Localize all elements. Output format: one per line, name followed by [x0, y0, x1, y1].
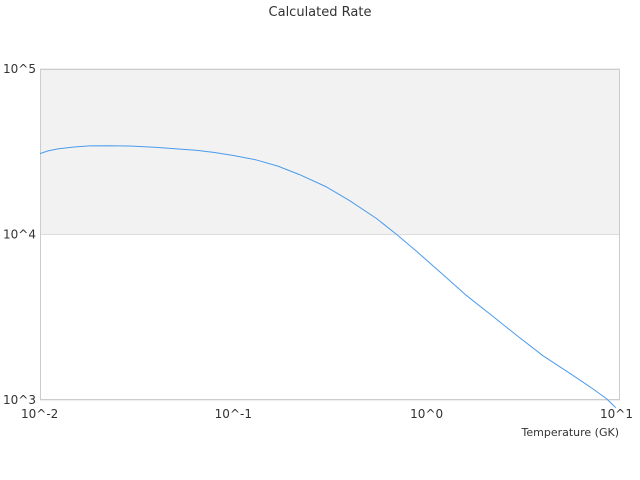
x-tick-label: 10^-2	[21, 407, 58, 421]
rate-series-line	[39, 145, 617, 408]
x-axis-label: Temperature (GK)	[521, 426, 620, 439]
plot-area: 10^3 10^4 10^5 10^-2 10^-1 10^0 10^1	[3, 62, 633, 421]
x-tick-label: 10^0	[410, 407, 443, 421]
chart-title: Calculated Rate	[269, 5, 372, 20]
x-tick-label: 10^1	[600, 407, 633, 421]
y-tick-label: 10^5	[3, 62, 36, 76]
plot-frame	[40, 69, 620, 400]
x-tick-label: 10^-1	[215, 407, 252, 421]
y-tick-label: 10^4	[3, 228, 36, 242]
plot-band	[40, 69, 620, 235]
y-tick-label: 10^3	[3, 393, 36, 407]
